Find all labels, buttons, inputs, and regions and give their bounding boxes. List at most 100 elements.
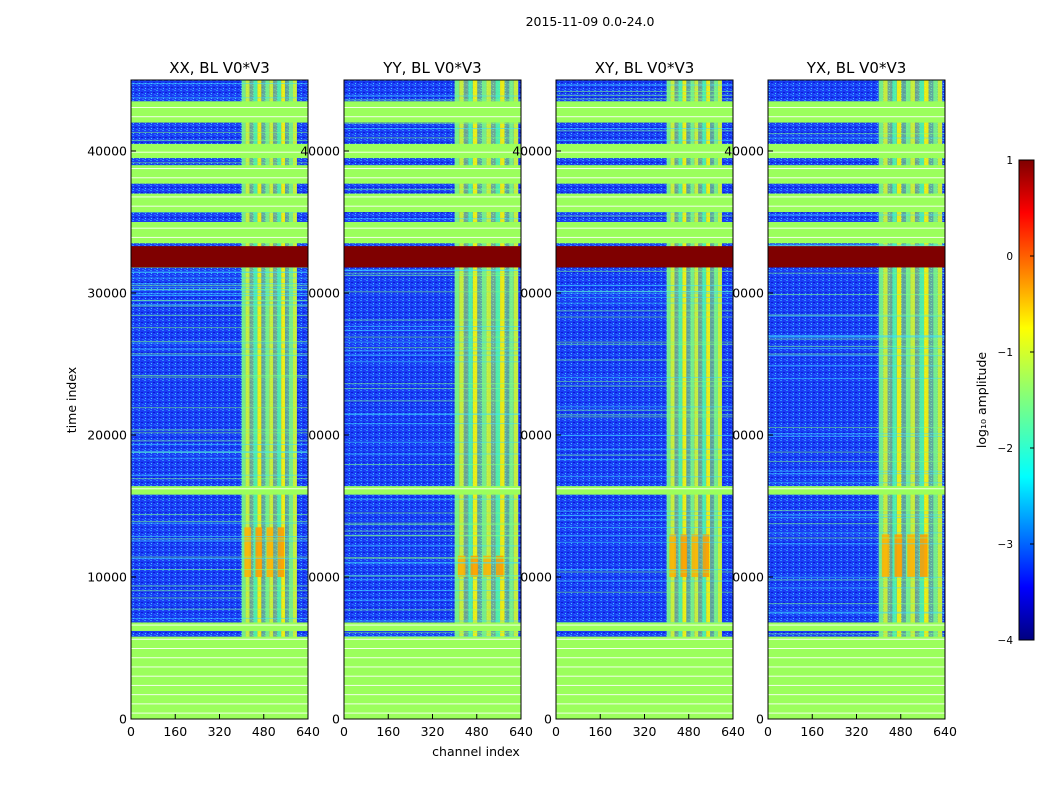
heatmap-panel: YY, BL V0*V30 160 320 480 640000000000000040…: [300, 59, 533, 739]
time-streak: [556, 215, 733, 217]
rfi-band-stripe: [481, 80, 487, 719]
rfi-band-stripe: [905, 80, 911, 719]
time-streak: [344, 336, 521, 338]
time-streak: [344, 99, 521, 101]
x-tick-label: 640: [296, 724, 320, 739]
time-streak: [131, 429, 308, 431]
time-streak: [344, 137, 521, 139]
time-streak: [556, 580, 733, 582]
flagged-time-band: [344, 486, 521, 495]
time-streak: [344, 562, 521, 564]
y-tick-label: 0: [756, 712, 764, 727]
time-streak: [768, 532, 945, 534]
rfi-band-stripe: [245, 80, 250, 719]
flag-separator: [131, 227, 308, 229]
time-streak: [768, 355, 945, 357]
time-streak: [131, 474, 308, 476]
flag-separator: [344, 196, 521, 198]
flag-separator: [768, 116, 945, 118]
time-streak: [344, 453, 521, 455]
time-streak: [344, 269, 521, 271]
time-streak: [768, 314, 945, 316]
panel-title: XY, BL V0*V3: [595, 59, 695, 77]
rfi-band-stripe: [883, 80, 888, 719]
time-streak: [556, 571, 733, 573]
time-streak: [768, 461, 945, 463]
time-streak: [131, 162, 308, 164]
x-tick-label: 320: [208, 724, 232, 739]
flag-separator: [768, 657, 945, 659]
time-streak: [556, 211, 733, 213]
time-streak: [344, 524, 521, 526]
flag-separator: [344, 151, 521, 153]
time-streak: [768, 377, 945, 379]
flag-separator: [768, 648, 945, 649]
time-streak: [768, 335, 945, 337]
time-streak: [768, 272, 945, 274]
time-streak: [556, 296, 733, 298]
saturated-time-band: [344, 246, 521, 268]
x-tick-label: 320: [421, 724, 445, 739]
time-streak: [768, 137, 945, 139]
flag-separator: [344, 106, 521, 108]
time-streak: [131, 139, 308, 141]
time-streak: [131, 521, 308, 523]
time-streak: [131, 97, 308, 99]
colorbar-tick-label: 0: [1006, 251, 1013, 263]
time-streak: [768, 611, 945, 613]
x-tick-label: 320: [633, 724, 657, 739]
flag-separator: [556, 488, 733, 490]
time-streak: [768, 244, 945, 246]
flag-separator: [768, 675, 945, 677]
time-streak: [344, 620, 521, 622]
y-tick-label: 40000: [724, 144, 764, 159]
flag-separator: [556, 177, 733, 179]
time-streak: [344, 354, 521, 356]
time-streak: [131, 478, 308, 480]
time-streak: [768, 633, 945, 635]
time-streak: [131, 292, 308, 294]
x-axis-label: channel index: [432, 744, 520, 759]
colorbar-tick-label: −3: [998, 539, 1013, 551]
rfi-hot-region: [277, 527, 285, 577]
rfi-band-stripe: [500, 80, 505, 719]
time-streak: [131, 522, 308, 524]
rfi-hot-region: [680, 534, 688, 577]
time-streak: [131, 314, 308, 316]
time-streak: [344, 274, 521, 276]
time-streak: [768, 365, 945, 367]
time-streak: [768, 579, 945, 581]
time-streak: [556, 535, 733, 537]
flag-separator: [131, 236, 308, 238]
colorbar-tick-label: 1: [1006, 155, 1013, 167]
time-streak: [344, 423, 521, 425]
flag-separator: [768, 177, 945, 179]
time-streak: [768, 603, 945, 605]
flag-separator: [768, 227, 945, 229]
time-streak: [768, 315, 945, 317]
rfi-band-stripe: [273, 80, 278, 719]
saturated-time-band: [131, 246, 308, 268]
flag-separator: [344, 675, 521, 677]
time-streak: [344, 556, 521, 558]
time-streak: [344, 122, 521, 124]
heatmap-panels: XX, BL V0*V3 0 160 320 480 640 0 10000 20000 3000…: [87, 59, 957, 739]
time-streak: [344, 270, 521, 272]
flag-separator: [344, 205, 521, 207]
time-streak: [344, 330, 521, 332]
rfi-band-stripe: [706, 80, 711, 719]
flag-separator: [344, 488, 521, 490]
colorbar-tick-label: −4: [998, 635, 1014, 647]
flag-separator: [344, 638, 521, 640]
time-streak: [768, 133, 945, 135]
rfi-band-stripe: [690, 80, 695, 719]
y-tick-label: 40000: [87, 144, 127, 159]
time-streak: [131, 585, 308, 587]
rfi-band-stripe: [694, 80, 699, 719]
y-tick-label: 20000: [87, 428, 127, 443]
time-streak: [131, 348, 308, 350]
flag-separator: [768, 106, 945, 108]
rfi-band-stripe: [463, 80, 469, 719]
y-tick-label: 0000: [732, 428, 764, 443]
flag-separator: [131, 196, 308, 198]
